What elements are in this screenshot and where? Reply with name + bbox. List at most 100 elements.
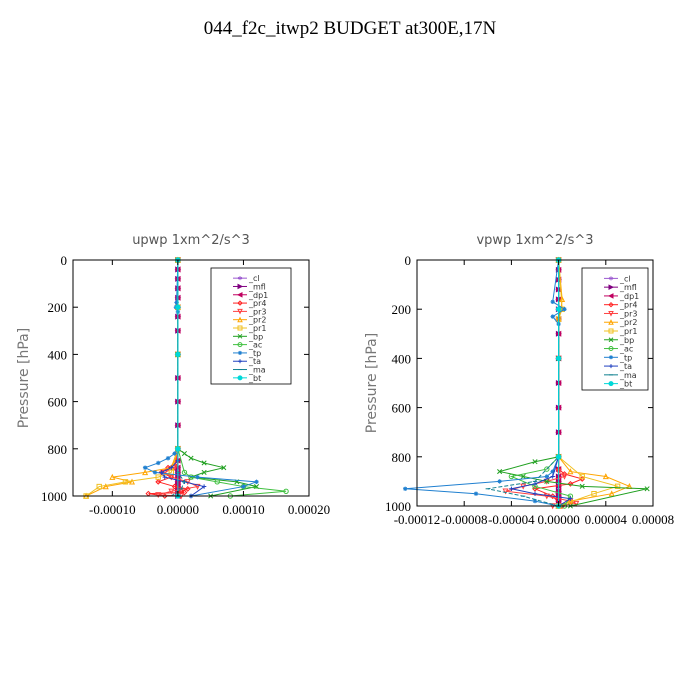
legend-marker: [608, 328, 614, 334]
y-axis-label: Pressure [hPa]: [16, 328, 32, 428]
data-point: [254, 479, 259, 485]
legend-marker: [237, 333, 243, 339]
legend-label: _pr4: [248, 299, 266, 308]
data-point: [555, 306, 562, 312]
panel-title: upwp 1xm^2/s^3: [132, 233, 250, 248]
legend: _cl_mfl_dp1_pr4_pr3_pr2_pr1_bp_ac_tp_ta_…: [581, 267, 649, 391]
legend-marker: [609, 364, 613, 369]
y-tick-label: 0: [61, 253, 68, 268]
series-line-pr3: [505, 260, 577, 507]
series-group: [403, 256, 650, 510]
data-point: [568, 496, 573, 501]
data-point: [567, 480, 574, 487]
legend-marker: [237, 316, 243, 323]
data-point: [201, 460, 207, 466]
data-point: [543, 493, 550, 500]
data-point: [550, 314, 555, 319]
x-tick-label: -0.00012: [394, 512, 441, 527]
data-point: [555, 454, 562, 460]
data-point: [497, 479, 502, 484]
legend-label: _bt: [619, 380, 632, 389]
data-point: [591, 491, 597, 497]
data-point: [155, 478, 162, 485]
data-point: [214, 479, 220, 485]
data-point: [181, 489, 188, 496]
data-point: [562, 307, 567, 312]
legend-label: _dp1: [248, 291, 268, 300]
legend-label: _mfl: [619, 283, 637, 292]
legend-label: _ac: [248, 341, 262, 350]
series-line-pr2: [558, 259, 631, 507]
data-point: [602, 473, 609, 480]
legend-marker: [608, 276, 614, 281]
data-point: [550, 469, 555, 474]
y-axis-label: Pressure [hPa]: [364, 333, 380, 433]
data-point: [122, 479, 129, 485]
data-point: [171, 483, 178, 490]
y-tick-label: 600: [392, 401, 412, 416]
data-point: [283, 488, 289, 494]
legend-marker: [608, 337, 614, 343]
legend-marker: [237, 276, 243, 281]
y-tick-label: 800: [48, 442, 68, 457]
y-tick-label: 400: [48, 347, 68, 362]
data-point: [181, 450, 187, 457]
legend-label: _pr3: [248, 307, 266, 316]
data-point: [201, 469, 207, 475]
legend-marker: [608, 284, 615, 290]
data-point: [579, 483, 585, 489]
legend-marker: [608, 319, 614, 325]
legend-label: _pr4: [619, 301, 637, 310]
data-point: [155, 474, 161, 480]
data-point: [109, 473, 116, 480]
legend-box: [581, 267, 649, 391]
data-point: [567, 468, 574, 475]
data-point: [614, 483, 621, 490]
legend-label: _ac: [619, 345, 633, 354]
data-point: [544, 474, 549, 479]
legend-marker: [237, 300, 243, 306]
plot-frame: [72, 259, 310, 497]
y-tick-label: 800: [392, 450, 412, 465]
data-point: [128, 478, 136, 485]
legend-marker: [608, 381, 614, 387]
data-point: [403, 486, 408, 491]
x-tick-label: 0.00020: [288, 502, 330, 517]
x-tick-label: 0.00000: [537, 512, 579, 527]
legend-marker: [607, 293, 614, 299]
x-tick-label: -0.00004: [488, 512, 535, 527]
legend-marker: [237, 375, 243, 381]
plot-frame: [416, 259, 654, 507]
data-point: [532, 481, 538, 487]
data-point: [168, 488, 175, 495]
series-group: [83, 256, 289, 500]
panel-upwp: upwp 1xm^2/s^3 Pressure [hPa] -0.00010 0.00…: [16, 233, 330, 517]
legend-marker: [236, 291, 243, 298]
x-tick-label: 0.00010: [222, 502, 264, 517]
data-point: [142, 469, 149, 476]
legend-label: _pr2: [248, 316, 266, 325]
y-tick-label: 1000: [41, 489, 67, 504]
data-point: [241, 484, 246, 489]
data-point: [194, 483, 201, 490]
data-point: [174, 300, 179, 305]
data-point: [561, 473, 568, 480]
legend-label: _ma: [619, 371, 637, 380]
data-point: [165, 456, 171, 461]
data-point: [172, 451, 177, 456]
y-tick-label: 600: [48, 395, 68, 410]
y-tick-label: 0: [405, 253, 412, 268]
data-point: [156, 460, 161, 466]
legend: _cl_mfl_dp1_pr4_pr3_pr2_pr1_bp_ac_tp_ta_…: [210, 267, 292, 385]
legend-marker: [608, 301, 614, 308]
data-point: [221, 465, 227, 471]
data-point: [502, 488, 509, 495]
x-tick-label: 0.00004: [585, 512, 628, 527]
data-point: [644, 486, 650, 492]
legend-label: _pr3: [619, 309, 637, 318]
data-point: [549, 493, 556, 500]
y-tick-label: 1000: [385, 499, 411, 514]
legend-label: _pr1: [248, 324, 266, 333]
